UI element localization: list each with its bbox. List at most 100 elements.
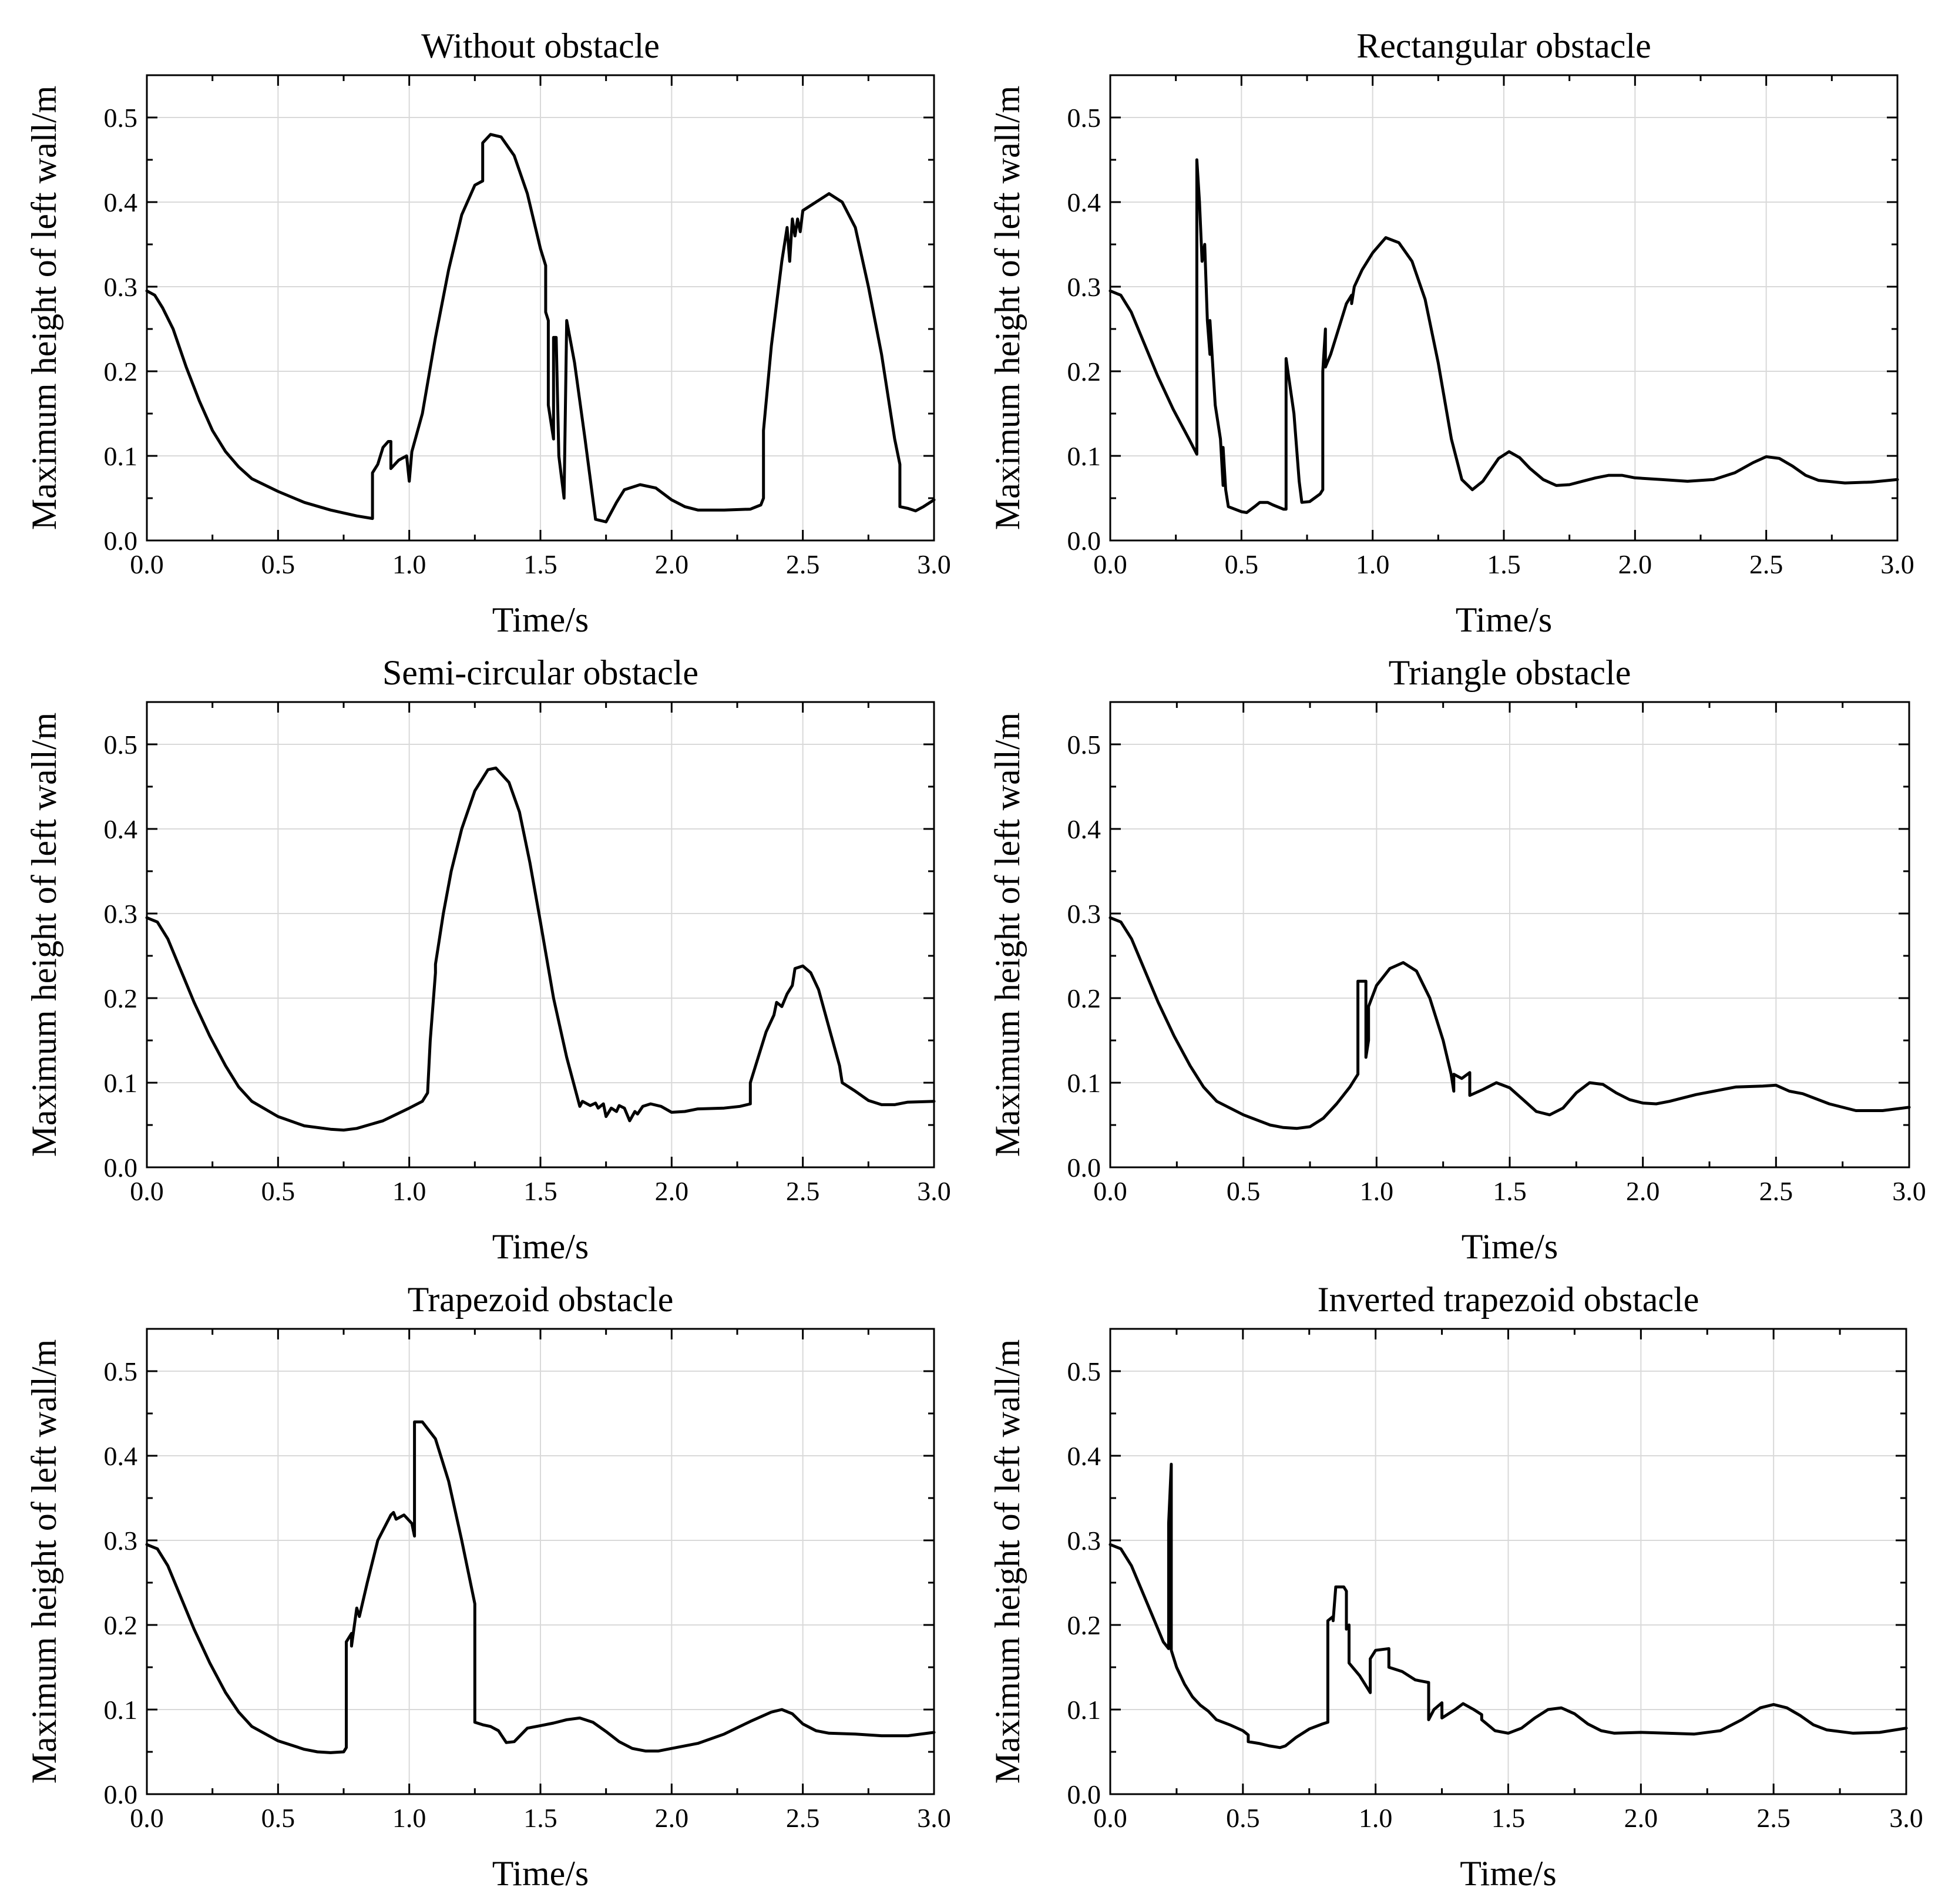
x-tick-label: 1.0 (392, 1176, 426, 1206)
x-axis-label: Time/s (1462, 1227, 1558, 1266)
x-tick-label: 1.5 (1493, 1176, 1527, 1206)
x-tick-label: 0.5 (1226, 1803, 1260, 1833)
y-tick-label: 0.5 (104, 730, 138, 760)
chart-title: Rectangular obstacle (1356, 26, 1651, 65)
chart-panel: 0.0 0.5 1.0 1.5 2.0 2.5 3.0 0.0 0.1 0.2 0.3 0.4 0.5 R… (988, 26, 1914, 639)
y-tick-label: 0.4 (1067, 187, 1101, 217)
y-tick-label: 0.4 (1067, 1441, 1101, 1471)
x-tick-label: 0.5 (1225, 549, 1259, 579)
x-tick-label: 2.5 (1759, 1176, 1793, 1206)
x-tick-label: 1.0 (1360, 1176, 1394, 1206)
y-tick-label: 0.0 (104, 1779, 138, 1809)
x-tick-label: 2.0 (655, 1803, 689, 1833)
x-tick-label: 2.5 (786, 1803, 820, 1833)
x-tick-label: 0.5 (261, 1803, 295, 1833)
y-tick-label: 0.1 (104, 1695, 138, 1725)
y-tick-label: 0.2 (104, 983, 138, 1013)
series-line (145, 1420, 936, 1754)
x-tick-label: 2.0 (655, 1176, 689, 1206)
chart-panel: 0.0 0.5 1.0 1.5 2.0 2.5 3.0 0.0 0.1 0.2 0.3 0.4 0.5 S… (25, 653, 951, 1266)
y-tick-label: 0.1 (1067, 441, 1101, 471)
x-tick-label: 1.0 (392, 549, 426, 579)
x-tick-label: 2.5 (786, 1176, 820, 1206)
y-tick-label: 0.4 (104, 1441, 138, 1471)
y-tick-label: 0.3 (1067, 272, 1101, 302)
x-tick-label: 1.5 (1491, 1803, 1526, 1833)
x-tick-label: 0.0 (130, 549, 164, 579)
chart-title: Without obstacle (421, 26, 660, 65)
series-line (145, 133, 936, 523)
x-axis-label: Time/s (492, 600, 589, 639)
series-line (145, 766, 936, 1132)
y-tick-label: 0.1 (104, 441, 138, 471)
y-tick-label: 0.0 (104, 526, 138, 556)
x-tick-label: 1.5 (523, 549, 557, 579)
y-tick-label: 0.2 (104, 357, 138, 387)
x-tick-label: 2.5 (786, 549, 820, 579)
y-tick-label: 0.2 (1067, 357, 1101, 387)
x-tick-label: 0.5 (1227, 1176, 1261, 1206)
x-tick-label: 3.0 (1892, 1176, 1926, 1206)
y-axis-label: Maximum height of left wall/m (25, 86, 63, 530)
x-axis-label: Time/s (492, 1227, 589, 1266)
y-tick-label: 0.5 (1067, 1356, 1101, 1386)
y-tick-label: 0.1 (1067, 1695, 1101, 1725)
x-tick-label: 3.0 (1880, 549, 1914, 579)
chart-title: Trapezoid obstacle (408, 1280, 674, 1319)
y-tick-label: 0.5 (1067, 730, 1101, 760)
chart-panel: 0.0 0.5 1.0 1.5 2.0 2.5 3.0 0.0 0.1 0.2 0.3 0.4 0.5 I… (988, 1280, 1923, 1893)
y-axis-label: Maximum height of left wall/m (25, 713, 63, 1157)
y-tick-label: 0.3 (1067, 899, 1101, 929)
y-tick-label: 0.0 (1067, 526, 1101, 556)
chart-title: Inverted trapezoid obstacle (1318, 1280, 1699, 1319)
x-tick-label: 0.0 (130, 1803, 164, 1833)
x-tick-label: 1.0 (1356, 549, 1390, 579)
y-axis-label: Maximum height of left wall/m (988, 713, 1027, 1157)
x-tick-label: 2.0 (1626, 1176, 1660, 1206)
y-tick-label: 0.1 (104, 1068, 138, 1098)
y-axis-label: Maximum height of left wall/m (988, 86, 1027, 530)
x-tick-label: 0.0 (1093, 549, 1127, 579)
x-tick-label: 1.0 (392, 1803, 426, 1833)
y-tick-label: 0.2 (1067, 1610, 1101, 1640)
y-tick-label: 0.3 (104, 899, 138, 929)
y-tick-label: 0.2 (104, 1610, 138, 1640)
y-tick-label: 0.3 (1067, 1526, 1101, 1556)
x-tick-label: 0.0 (1093, 1176, 1127, 1206)
chart-panel: 0.0 0.5 1.0 1.5 2.0 2.5 3.0 0.0 0.1 0.2 0.3 0.4 0.5 T… (25, 1280, 951, 1893)
y-tick-label: 0.4 (104, 187, 138, 217)
y-tick-label: 0.0 (1067, 1153, 1101, 1183)
x-tick-label: 0.0 (1093, 1803, 1127, 1833)
x-tick-label: 3.0 (917, 549, 951, 579)
x-tick-label: 0.0 (130, 1176, 164, 1206)
y-axis-label: Maximum height of left wall/m (25, 1339, 63, 1784)
y-tick-label: 0.4 (1067, 814, 1101, 844)
x-tick-label: 2.5 (1756, 1803, 1791, 1833)
chart-title: Semi-circular obstacle (382, 653, 698, 692)
y-tick-label: 0.5 (104, 103, 138, 133)
y-axis-label: Maximum height of left wall/m (988, 1339, 1027, 1784)
x-axis-label: Time/s (492, 1854, 589, 1893)
x-tick-label: 3.0 (917, 1176, 951, 1206)
chart-title: Triangle obstacle (1389, 653, 1631, 692)
y-tick-label: 0.5 (104, 1356, 138, 1386)
x-tick-label: 1.0 (1359, 1803, 1393, 1833)
x-tick-label: 1.5 (1487, 549, 1521, 579)
y-tick-label: 0.5 (1067, 103, 1101, 133)
series-line (1108, 1462, 1908, 1749)
y-tick-label: 0.3 (104, 1526, 138, 1556)
x-tick-label: 2.0 (655, 549, 689, 579)
x-tick-label: 2.5 (1749, 549, 1783, 579)
series-line (1108, 158, 1899, 514)
chart-panel: 0.0 0.5 1.0 1.5 2.0 2.5 3.0 0.0 0.1 0.2 0.3 0.4 0.5 T… (988, 653, 1926, 1266)
x-tick-label: 2.0 (1624, 1803, 1658, 1833)
x-tick-label: 0.5 (261, 549, 295, 579)
y-tick-label: 0.2 (1067, 983, 1101, 1013)
x-tick-label: 0.5 (261, 1176, 295, 1206)
x-tick-label: 1.5 (523, 1803, 557, 1833)
x-tick-label: 3.0 (917, 1803, 951, 1833)
y-tick-label: 0.3 (104, 272, 138, 302)
chart-panel: 0.0 0.5 1.0 1.5 2.0 2.5 3.0 0.0 0.1 0.2 0.3 0.4 0.5 W… (25, 26, 951, 639)
y-tick-label: 0.0 (1067, 1779, 1101, 1809)
